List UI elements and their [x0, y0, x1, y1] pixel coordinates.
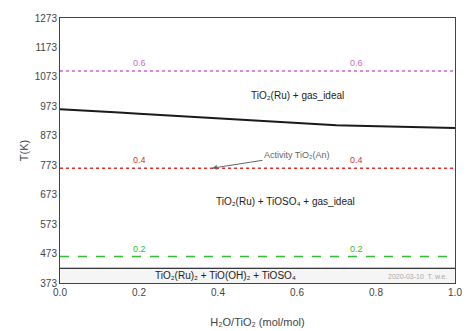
svg-text:573: 573	[40, 219, 57, 230]
svg-text:0.4: 0.4	[211, 287, 225, 298]
svg-text:Activity TiO₂(An): Activity TiO₂(An)	[264, 150, 330, 160]
svg-text:1173: 1173	[35, 42, 57, 53]
svg-text:0.0: 0.0	[53, 287, 67, 298]
svg-text:1273: 1273	[35, 13, 58, 24]
svg-text:TiO₂(Ru) + TiOSO₄ + gas_ideal: TiO₂(Ru) + TiOSO₄ + gas_ideal	[216, 196, 355, 207]
svg-text:H₂O/TiO₂ (mol/mol): H₂O/TiO₂ (mol/mol)	[210, 316, 304, 328]
svg-text:773: 773	[40, 160, 57, 171]
svg-text:0.6: 0.6	[133, 58, 146, 68]
svg-text:1073: 1073	[35, 71, 58, 82]
svg-text:0.4: 0.4	[350, 155, 363, 165]
svg-text:2020-03-10 T. w.e.: 2020-03-10 T. w.e.	[388, 273, 447, 280]
svg-text:0.2: 0.2	[132, 287, 146, 298]
svg-text:0.2: 0.2	[133, 244, 146, 254]
svg-text:973: 973	[40, 101, 57, 112]
svg-text:TiO₂(Ru) + gas_ideal: TiO₂(Ru) + gas_ideal	[251, 90, 344, 101]
svg-text:1.0: 1.0	[448, 287, 462, 298]
svg-text:T(K): T(K)	[18, 140, 30, 161]
svg-text:0.6: 0.6	[350, 58, 363, 68]
svg-text:0.4: 0.4	[133, 155, 146, 165]
svg-text:TiO₂(Ru)₂ + TiO(OH)₂ + TiOSO₄: TiO₂(Ru)₂ + TiO(OH)₂ + TiOSO₄	[155, 270, 296, 281]
svg-text:0.2: 0.2	[350, 244, 363, 254]
svg-text:873: 873	[40, 130, 57, 141]
svg-text:0.8: 0.8	[369, 287, 383, 298]
svg-text:473: 473	[40, 248, 57, 259]
svg-text:373: 373	[40, 278, 57, 289]
svg-text:673: 673	[40, 189, 57, 200]
svg-text:0.6: 0.6	[290, 287, 304, 298]
